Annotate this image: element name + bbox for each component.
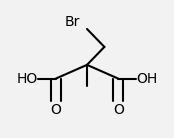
Text: O: O xyxy=(113,103,124,117)
Text: OH: OH xyxy=(136,72,158,86)
Text: O: O xyxy=(50,103,61,117)
Text: Br: Br xyxy=(65,15,80,29)
Text: HO: HO xyxy=(16,72,38,86)
